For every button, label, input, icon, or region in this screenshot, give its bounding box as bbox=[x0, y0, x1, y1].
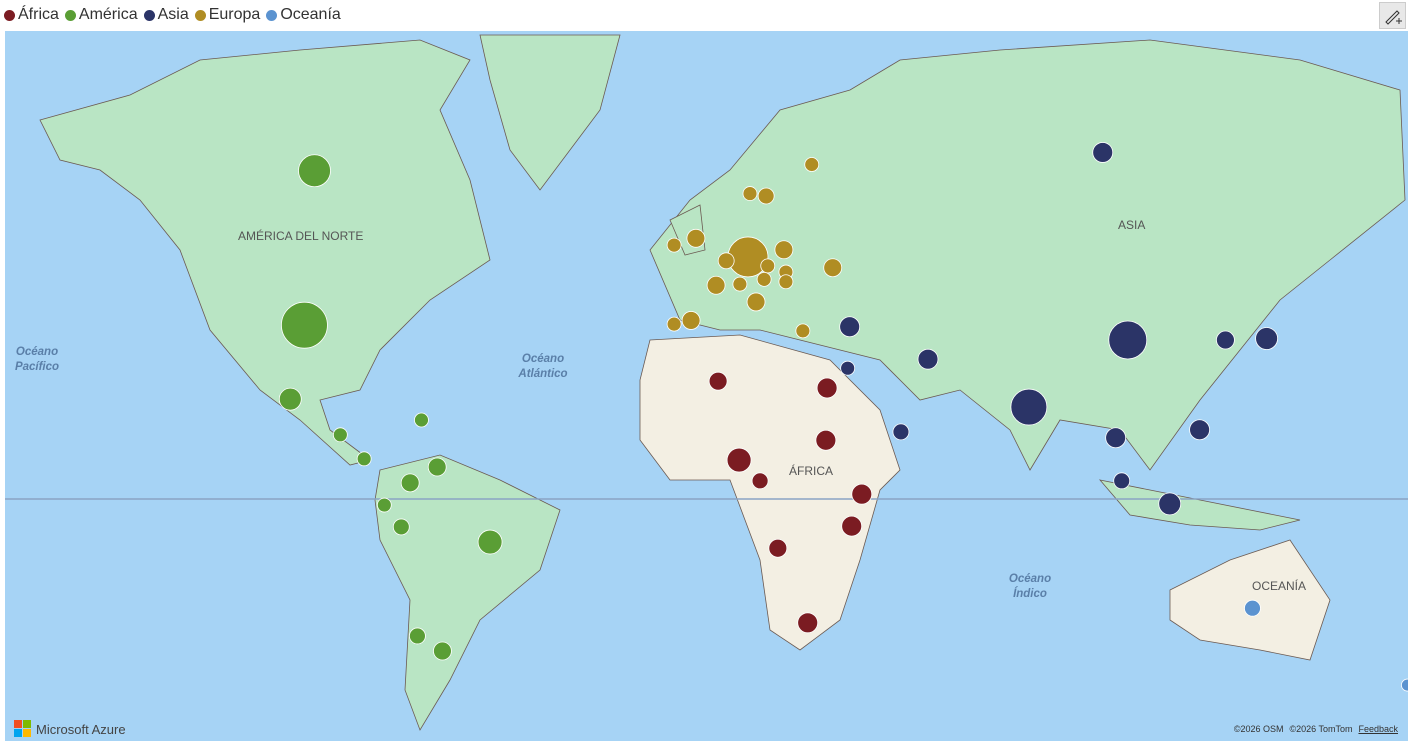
map-label: Océano Pacífico bbox=[14, 346, 60, 373]
legend: África América Asia Europa Oceanía bbox=[4, 3, 347, 27]
bubble[interactable] bbox=[717, 252, 735, 270]
brand-text: Microsoft Azure bbox=[36, 721, 126, 737]
bubble[interactable] bbox=[1189, 419, 1211, 441]
map-label: OCEANÍA bbox=[1252, 579, 1307, 593]
bubble[interactable] bbox=[427, 457, 447, 477]
legend-label: Asia bbox=[157, 6, 189, 23]
bubble[interactable] bbox=[760, 258, 776, 274]
legend-item[interactable]: Europa bbox=[194, 6, 261, 24]
basemap bbox=[5, 31, 1408, 741]
bubble[interactable] bbox=[751, 472, 769, 490]
bubble[interactable] bbox=[732, 276, 748, 292]
bubble[interactable] bbox=[666, 316, 682, 332]
bubble[interactable] bbox=[815, 429, 837, 451]
legend-swatch bbox=[266, 9, 278, 21]
legend-label: Oceanía bbox=[280, 6, 341, 23]
bubble[interactable] bbox=[686, 228, 706, 248]
bubble[interactable] bbox=[477, 529, 503, 555]
bubble[interactable] bbox=[1158, 492, 1182, 516]
bubble[interactable] bbox=[332, 427, 348, 443]
legend-swatch bbox=[64, 9, 76, 21]
legend-swatch bbox=[194, 9, 206, 21]
attr-osm: ©2026 OSM bbox=[1233, 724, 1284, 734]
bubble[interactable] bbox=[706, 275, 726, 295]
map-label: ÁFRICA bbox=[789, 464, 834, 478]
bubble[interactable] bbox=[774, 240, 794, 260]
bubble[interactable] bbox=[804, 157, 820, 172]
map-label: Océano Índico bbox=[1008, 573, 1052, 600]
bubble[interactable] bbox=[816, 377, 838, 399]
bubble[interactable] bbox=[708, 371, 728, 391]
legend-item[interactable]: Oceanía bbox=[266, 6, 341, 24]
attribution: ©2026 OSM ©2026 TomTom Feedback bbox=[1234, 724, 1398, 734]
bubble[interactable] bbox=[433, 641, 452, 661]
map-label: ASIA bbox=[1118, 218, 1146, 232]
bubble[interactable] bbox=[1105, 427, 1127, 449]
bubble[interactable] bbox=[392, 518, 410, 536]
legend-label: África bbox=[18, 6, 59, 23]
bubble[interactable] bbox=[851, 483, 873, 505]
bubble[interactable] bbox=[400, 473, 420, 493]
legend-item[interactable]: Asia bbox=[143, 6, 189, 24]
bubble[interactable] bbox=[1113, 472, 1131, 490]
bubble[interactable] bbox=[1255, 327, 1279, 350]
bubble[interactable] bbox=[823, 258, 843, 278]
feedback-link[interactable]: Feedback bbox=[1358, 724, 1398, 734]
bubble[interactable] bbox=[841, 515, 863, 537]
brand: Microsoft Azure bbox=[14, 720, 126, 738]
bubble[interactable] bbox=[1108, 320, 1148, 360]
bubble[interactable] bbox=[298, 154, 331, 188]
legend-item[interactable]: América bbox=[64, 6, 138, 24]
legend-item[interactable]: África bbox=[4, 6, 59, 24]
attr-tomtom: ©2026 TomTom bbox=[1289, 724, 1353, 734]
bubble[interactable] bbox=[278, 387, 302, 411]
bubble[interactable] bbox=[1092, 142, 1114, 163]
bubble[interactable] bbox=[746, 292, 766, 312]
bubble[interactable] bbox=[666, 237, 682, 253]
bubble[interactable] bbox=[839, 316, 861, 338]
bubble[interactable] bbox=[414, 412, 429, 428]
map-tool-button[interactable] bbox=[1379, 2, 1406, 29]
map-label: AMÉRICA DEL NORTE bbox=[238, 229, 364, 243]
bubble[interactable] bbox=[917, 348, 939, 370]
bubble[interactable] bbox=[356, 451, 372, 467]
bubble[interactable] bbox=[1216, 330, 1235, 350]
legend-label: América bbox=[78, 6, 138, 23]
bubble[interactable] bbox=[756, 271, 772, 287]
bubble[interactable] bbox=[840, 360, 856, 376]
bubble[interactable] bbox=[681, 311, 701, 330]
bubble[interactable] bbox=[768, 538, 788, 558]
bubble[interactable] bbox=[1010, 388, 1048, 426]
bubble[interactable] bbox=[742, 186, 758, 201]
map-label: Océano Atlántico bbox=[518, 353, 568, 380]
bubble[interactable] bbox=[778, 274, 794, 290]
bubble[interactable] bbox=[726, 447, 752, 473]
bubble[interactable] bbox=[376, 497, 392, 513]
bubble[interactable] bbox=[757, 187, 775, 205]
bubble[interactable] bbox=[727, 236, 769, 278]
bubble[interactable] bbox=[797, 612, 819, 634]
bubble[interactable] bbox=[1244, 599, 1261, 617]
legend-swatch bbox=[4, 9, 15, 21]
bubble[interactable] bbox=[1401, 678, 1408, 692]
bubble[interactable] bbox=[892, 423, 910, 441]
bubble[interactable] bbox=[795, 323, 811, 339]
bubble[interactable] bbox=[281, 301, 328, 349]
bubble[interactable] bbox=[409, 627, 426, 645]
legend-label: Europa bbox=[208, 6, 261, 23]
legend-swatch bbox=[143, 9, 155, 21]
